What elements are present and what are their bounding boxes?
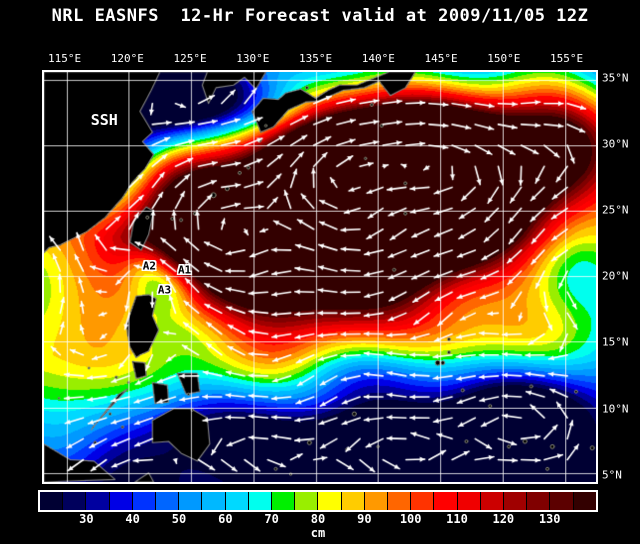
colorbar-cell <box>248 492 273 510</box>
lon-tick-label: 115°E <box>48 52 82 65</box>
lat-tick-label-right: 15°N <box>602 335 629 349</box>
colorbar-cell <box>225 492 249 510</box>
colorbar-cell <box>550 492 574 510</box>
colorbar-tick-label: 100 <box>399 512 422 526</box>
lon-tick-label: 145°E <box>424 52 458 65</box>
colorbar-cell <box>341 492 365 510</box>
colorbar-tick-label: 30 <box>79 512 94 526</box>
figure-title: NRL EASNFS 12-Hr Forecast valid at 2009/… <box>51 6 589 26</box>
lon-tick-label: 135°E <box>299 52 333 65</box>
colorbar-cell <box>527 492 551 510</box>
colorbar-cell <box>573 492 596 510</box>
colorbar-tick-label: 130 <box>538 512 561 526</box>
colorbar-cell <box>40 492 64 510</box>
lat-tick-label-right: 10°N <box>602 402 629 416</box>
colorbar-tick-label: 70 <box>264 512 279 526</box>
lat-tick-label-right: 20°N <box>602 269 629 283</box>
colorbar-cell <box>480 492 505 510</box>
colorbar-ticks: 30 40 50 60 70 80 90 100 110 120 130 <box>38 512 598 528</box>
colorbar-cell <box>411 492 435 510</box>
lat-tick-label-right: 30°N <box>602 137 629 151</box>
colorbar-cell <box>388 492 412 510</box>
lat-tick-label-right: 5°N <box>602 468 622 482</box>
lon-tick-label: 130°E <box>236 52 270 65</box>
colorbar-tick-label: 90 <box>357 512 372 526</box>
colorbar-cell <box>364 492 389 510</box>
colorbar-tick-label: 80 <box>310 512 326 526</box>
colorbar-cell <box>86 492 110 510</box>
colorbar-cell <box>63 492 87 510</box>
ssh-field-canvas <box>44 72 596 482</box>
colorbar-tick-label: 110 <box>446 512 468 526</box>
colorbar-cell <box>272 492 296 510</box>
colorbar-cell <box>457 492 481 510</box>
map-plot-area: SSH A1 A2 A3 <box>42 70 598 484</box>
colorbar-cell <box>295 492 319 510</box>
colorbar-tick-label: 60 <box>218 512 233 526</box>
colorbar-cell <box>504 492 528 510</box>
colorbar <box>38 490 598 512</box>
colorbar-cell <box>156 492 180 510</box>
lon-tick-label: 120°E <box>110 52 144 65</box>
colorbar-tick-label: 40 <box>125 512 140 526</box>
colorbar-cell <box>132 492 157 510</box>
lat-tick-label-right: 35°N <box>602 71 629 85</box>
colorbar-cell <box>434 492 458 510</box>
colorbar-cell <box>318 492 342 510</box>
colorbar-cell <box>202 492 226 510</box>
lon-tick-label: 140°E <box>361 52 395 65</box>
lat-tick-label-right: 25°N <box>602 203 629 217</box>
lon-tick-label: 150°E <box>487 52 521 65</box>
lon-tick-label: 155°E <box>550 52 584 65</box>
lon-tick-label: 125°E <box>173 52 207 65</box>
colorbar-tick-label: 50 <box>171 512 187 526</box>
colorbar-unit-label: cm <box>310 526 326 540</box>
colorbar-cell <box>109 492 133 510</box>
colorbar-cell <box>179 492 203 510</box>
longitude-axis-top: 115°E 120°E 125°E 130°E 135°E 140°E 145°E 150°E… <box>0 52 640 66</box>
colorbar-tick-label: 120 <box>492 512 515 526</box>
